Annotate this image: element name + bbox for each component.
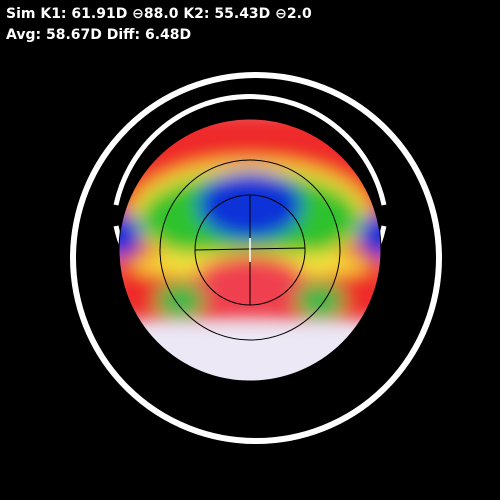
- outer-ring: [70, 72, 442, 444]
- avg-readout: Avg: 58.67D Diff: 6.48D: [6, 27, 192, 43]
- inner-ring-top: [113, 94, 387, 206]
- k-readout: Sim K1: 61.91D ⊖88.0 K2: 55.43D ⊖2.0: [6, 6, 312, 22]
